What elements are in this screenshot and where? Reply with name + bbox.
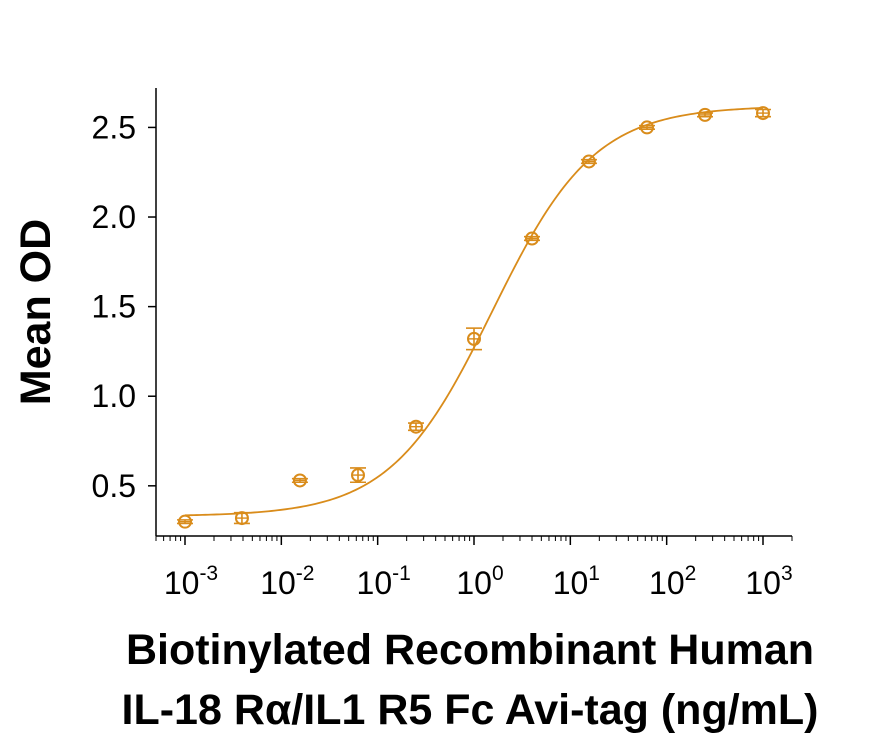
x-tick-label: 10-2 bbox=[260, 562, 314, 601]
data-point bbox=[291, 473, 308, 488]
x-tick-exponent: -1 bbox=[392, 562, 411, 585]
y-tick-label: 1.0 bbox=[92, 378, 136, 414]
x-tick-base: 10 bbox=[649, 565, 685, 601]
x-axis-title-line: IL-18 Rα/IL1 R5 Fc Avi-tag (ng/mL) bbox=[122, 686, 819, 734]
x-tick-exponent: -2 bbox=[296, 562, 315, 585]
data-point bbox=[466, 327, 482, 351]
x-axis-title-line: Biotinylated Recombinant Human bbox=[126, 626, 814, 674]
data-point bbox=[408, 419, 425, 434]
x-tick-exponent: -3 bbox=[199, 562, 218, 585]
y-tick-label: 0.5 bbox=[92, 468, 136, 504]
x-tick-label: 10-1 bbox=[357, 562, 411, 601]
data-point bbox=[523, 231, 540, 246]
x-tick-base: 10 bbox=[745, 565, 781, 601]
x-tick-base: 10 bbox=[260, 565, 296, 601]
x-tick-base: 10 bbox=[357, 565, 393, 601]
x-tick-exponent: 0 bbox=[492, 562, 504, 585]
data-point bbox=[580, 154, 597, 169]
fit-curve-line bbox=[184, 107, 764, 517]
x-tick-label: 100 bbox=[456, 562, 503, 601]
x-tick-label: 10-3 bbox=[164, 562, 218, 601]
y-tick-label: 2.5 bbox=[92, 109, 136, 145]
data-point bbox=[755, 106, 772, 121]
x-tick-label: 101 bbox=[553, 562, 600, 601]
data-point bbox=[176, 514, 193, 529]
x-tick-exponent: 3 bbox=[781, 562, 793, 585]
x-tick-base: 10 bbox=[553, 565, 589, 601]
y-tick-label: 1.5 bbox=[92, 289, 136, 325]
x-tick-exponent: 2 bbox=[685, 562, 697, 585]
x-tick-label: 103 bbox=[745, 562, 792, 601]
data-point bbox=[697, 107, 714, 122]
data-point bbox=[639, 120, 656, 135]
y-tick-label: 2.0 bbox=[92, 199, 136, 235]
data-point bbox=[350, 467, 367, 484]
data-point bbox=[233, 511, 250, 526]
x-tick-base: 10 bbox=[456, 565, 492, 601]
y-axis-title: Mean OD bbox=[12, 219, 60, 405]
x-tick-label: 102 bbox=[649, 562, 696, 601]
x-tick-base: 10 bbox=[164, 565, 200, 601]
x-tick-exponent: 1 bbox=[588, 562, 600, 585]
